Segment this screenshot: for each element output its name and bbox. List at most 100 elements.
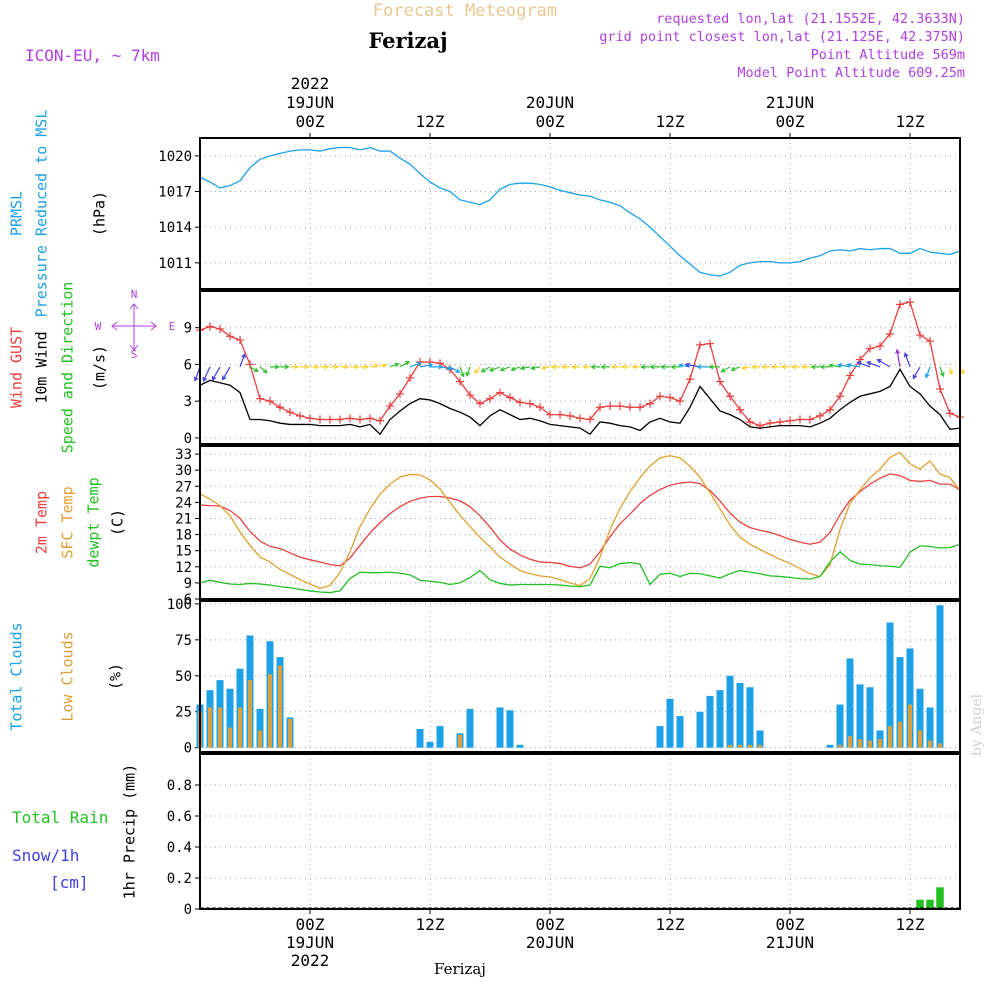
wind-direction-arrow xyxy=(846,362,861,368)
gust-marker xyxy=(206,322,214,331)
low-cloud-bar xyxy=(288,718,292,748)
ylabel-pressure-0: PRMSL xyxy=(8,191,26,236)
ytick-label: 33 xyxy=(175,447,192,463)
gust-marker xyxy=(906,298,914,307)
total-cloud-bar xyxy=(706,695,714,748)
gust-marker xyxy=(686,375,694,384)
low-cloud-bar xyxy=(738,744,742,748)
gust-marker xyxy=(776,417,784,426)
total-cloud-bar xyxy=(866,687,874,748)
gust-marker xyxy=(336,415,344,424)
total-cloud-bar xyxy=(726,675,734,748)
total-cloud-bar xyxy=(846,658,854,748)
top-time-label: 2022 xyxy=(291,74,330,93)
ylabel-wind-1: 10m Wind xyxy=(33,331,51,403)
wind-direction-arrow xyxy=(631,364,640,370)
gust-marker xyxy=(846,371,854,380)
gust-marker xyxy=(596,403,604,412)
wind-direction-arrow xyxy=(389,362,400,368)
low-cloud-bar xyxy=(268,674,272,748)
panel-clouds: 0 25 50 75 100 Total Clouds Low Clouds (%) xyxy=(8,597,961,757)
gust-marker xyxy=(526,399,534,408)
gust-marker xyxy=(936,384,944,393)
wind-direction-arrow xyxy=(510,366,521,372)
gust-marker xyxy=(866,344,874,353)
panel-pressure: 1011 1014 1017 1020 PRMSL Pressure Reduced to… xyxy=(8,110,961,317)
panel-wind: 0 3 6 9 N S W E Wind GUST 10m Wind Speed and Direc… xyxy=(8,282,965,453)
low-cloud-bar xyxy=(278,665,282,748)
ytick-label: 25 xyxy=(175,705,192,721)
total-cloud-bar xyxy=(886,622,894,748)
point-altitude: Point Altitude 569m xyxy=(811,47,965,63)
wind-direction-arrow xyxy=(800,364,810,370)
top-time-label: 00Z xyxy=(536,112,565,131)
top-time-label: 12Z xyxy=(416,112,445,131)
gust-marker xyxy=(886,329,894,338)
wind-direction-arrow xyxy=(903,352,911,368)
bottom-time-label: 12Z xyxy=(656,915,685,934)
bottom-time-label: 00Z xyxy=(776,915,805,934)
gust-marker xyxy=(816,411,824,420)
gust-marker xyxy=(366,414,374,423)
bottom-time-label: 20JUN xyxy=(526,933,574,952)
low-cloud-bar xyxy=(238,707,242,748)
wind-direction-arrow xyxy=(610,364,620,370)
series-dewpt-temp xyxy=(199,543,961,594)
total-cloud-bar xyxy=(916,688,924,748)
wind-direction-arrow xyxy=(340,364,350,370)
wind-direction-arrow xyxy=(939,366,945,378)
wind-direction-arrow xyxy=(300,364,310,370)
ytick-label: 1017 xyxy=(158,185,192,201)
ytick-label: 0 xyxy=(184,902,192,918)
total-cloud-bar xyxy=(656,726,664,748)
gust-marker xyxy=(806,415,814,424)
wind-direction-arrow xyxy=(560,364,570,370)
ytick-label: 15 xyxy=(175,544,192,560)
subtitle: Forecast Meteogram xyxy=(373,1,557,21)
total-cloud-bar xyxy=(676,716,684,748)
panel-precip: 0 0.2 0.4 0.6 0.8 Total Rain Snow/1h [cm] 1hr Pr… xyxy=(12,753,961,918)
top-time-label: 00Z xyxy=(776,112,805,131)
gust-marker xyxy=(266,397,274,406)
wind-direction-arrow xyxy=(211,366,221,381)
gust-marker xyxy=(676,397,684,406)
wind-direction-arrow xyxy=(760,364,770,370)
total-cloud-bar xyxy=(856,684,864,748)
total-cloud-bar xyxy=(836,704,844,748)
wind-direction-arrow xyxy=(819,364,830,370)
gust-marker xyxy=(316,415,324,424)
ytick-label: 75 xyxy=(175,633,192,649)
panel-frame xyxy=(199,137,961,290)
wind-direction-arrow xyxy=(290,364,300,370)
bottom-time-label: 12Z xyxy=(416,915,445,934)
gust-marker xyxy=(536,403,544,412)
wind-direction-arrow xyxy=(249,366,259,373)
compass-n: N xyxy=(131,288,138,301)
total-cloud-bar xyxy=(906,648,914,748)
compass-rose: N S W E xyxy=(95,288,176,361)
ylabel-precip-0: 1hr Precip (mm) xyxy=(121,764,139,899)
low-cloud-bar xyxy=(918,730,922,748)
rain-bar xyxy=(916,899,924,909)
total-cloud-bar xyxy=(746,687,754,748)
total-cloud-bar xyxy=(256,708,264,748)
bottom-time-label: 12Z xyxy=(896,915,925,934)
series-prmsl xyxy=(199,146,961,277)
total-cloud-bar xyxy=(426,741,434,748)
ytick-label: 50 xyxy=(175,669,192,685)
ylabel-temperature-3: (C) xyxy=(109,509,127,536)
gust-marker xyxy=(836,392,844,401)
total-cloud-bar xyxy=(666,698,674,748)
gust-marker xyxy=(466,391,474,400)
ytick-label: 6 xyxy=(184,592,192,608)
wind-direction-arrow xyxy=(270,364,281,370)
series-sfc-temp xyxy=(199,451,961,589)
gust-marker xyxy=(216,324,224,333)
wind-direction-arrow xyxy=(649,364,660,370)
wind-direction-arrow xyxy=(465,366,471,377)
ytick-label: 0 xyxy=(184,741,192,757)
panel-frame xyxy=(199,753,961,910)
gust-marker xyxy=(296,411,304,420)
gust-marker xyxy=(796,415,804,424)
